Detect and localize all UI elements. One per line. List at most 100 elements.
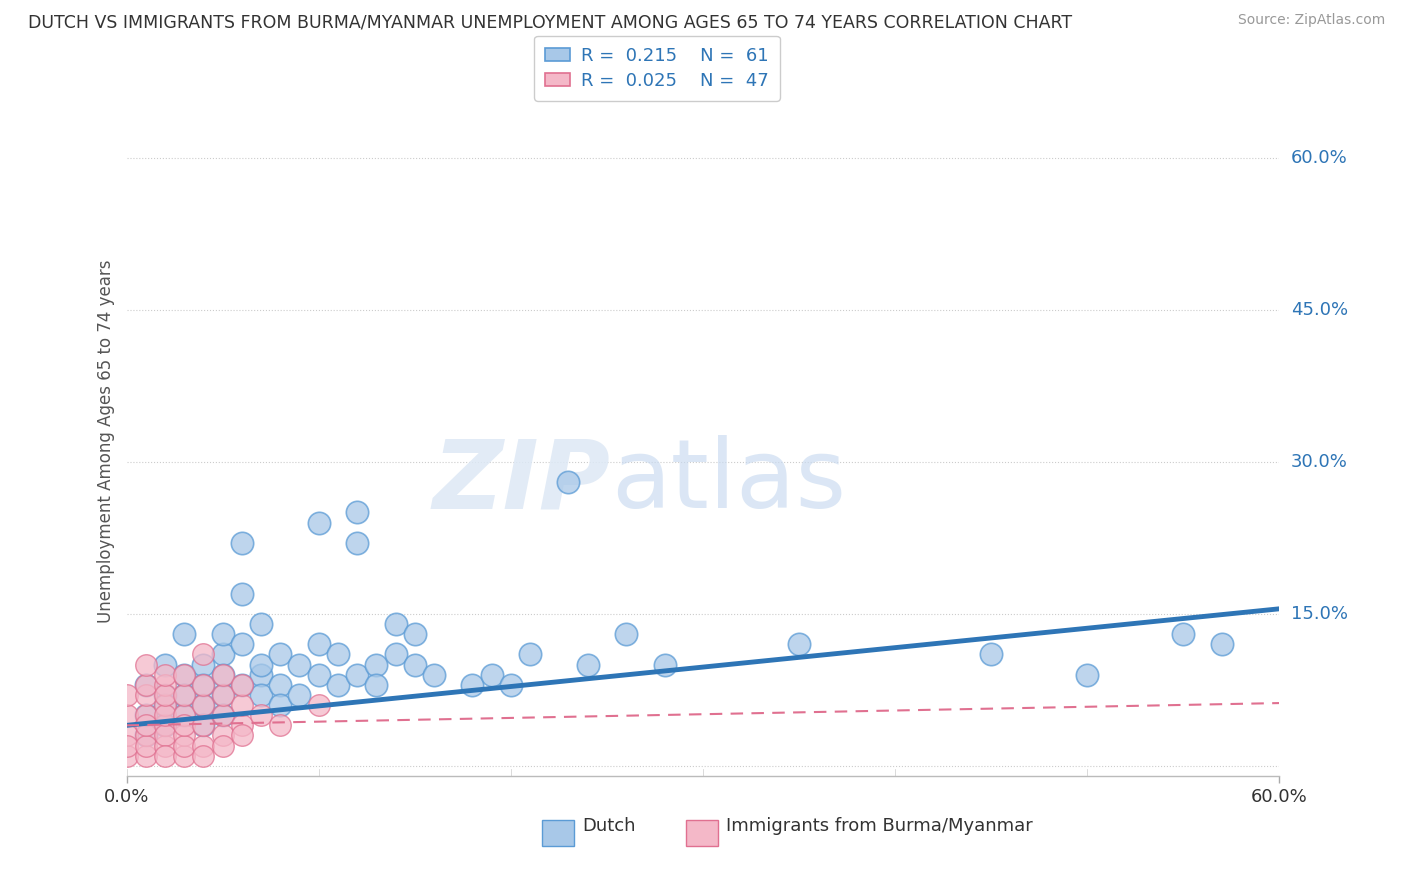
Point <box>173 729 195 743</box>
Point <box>288 688 311 702</box>
Text: 30.0%: 30.0% <box>1291 453 1347 471</box>
Point <box>193 739 215 753</box>
Point <box>326 678 349 692</box>
Point <box>193 718 215 732</box>
Point <box>153 657 176 672</box>
Point <box>366 657 388 672</box>
Point <box>153 698 176 712</box>
Point <box>115 748 138 763</box>
Point <box>173 718 195 732</box>
Y-axis label: Unemployment Among Ages 65 to 74 years: Unemployment Among Ages 65 to 74 years <box>97 260 115 624</box>
Point <box>231 678 253 692</box>
Point <box>153 698 176 712</box>
Text: atlas: atlas <box>610 435 846 528</box>
Point <box>211 648 233 662</box>
Point <box>211 688 233 702</box>
Point <box>153 688 176 702</box>
Point <box>1173 627 1195 641</box>
Point <box>173 667 195 681</box>
Point <box>346 536 368 550</box>
Point <box>135 739 157 753</box>
Point <box>404 657 426 672</box>
Point <box>115 688 138 702</box>
Point <box>173 688 195 702</box>
Point <box>173 688 195 702</box>
Text: Source: ZipAtlas.com: Source: ZipAtlas.com <box>1237 13 1385 28</box>
Point <box>193 648 215 662</box>
Point <box>423 667 446 681</box>
Point <box>193 718 215 732</box>
Point <box>231 637 253 651</box>
Legend: R =  0.215    N =  61, R =  0.025    N =  47: R = 0.215 N = 61, R = 0.025 N = 47 <box>534 36 780 101</box>
Point <box>173 708 195 723</box>
FancyBboxPatch shape <box>541 820 574 847</box>
Point <box>557 475 579 489</box>
Point <box>519 648 541 662</box>
Text: ZIP: ZIP <box>433 435 610 528</box>
Point <box>135 708 157 723</box>
Point <box>193 698 215 712</box>
Point <box>231 586 253 600</box>
Point <box>211 667 233 681</box>
Point <box>115 708 138 723</box>
Point <box>135 678 157 692</box>
Point <box>250 688 273 702</box>
Point <box>614 627 637 641</box>
Point <box>250 617 273 632</box>
Point <box>211 667 233 681</box>
Point <box>384 648 406 662</box>
Point <box>308 667 330 681</box>
Point <box>269 698 291 712</box>
Point <box>231 678 253 692</box>
Point <box>135 729 157 743</box>
Point <box>135 678 157 692</box>
Point <box>153 667 176 681</box>
Point <box>153 739 176 753</box>
Point <box>269 648 291 662</box>
Point <box>173 667 195 681</box>
Point <box>1076 667 1098 681</box>
Point <box>115 729 138 743</box>
Text: 45.0%: 45.0% <box>1291 301 1348 318</box>
Point <box>250 667 273 681</box>
Point <box>250 657 273 672</box>
Point <box>384 617 406 632</box>
Point <box>787 637 810 651</box>
Point <box>288 657 311 672</box>
Point <box>654 657 676 672</box>
Point <box>135 688 157 702</box>
Point <box>115 739 138 753</box>
FancyBboxPatch shape <box>686 820 718 847</box>
Point <box>231 718 253 732</box>
Point <box>193 678 215 692</box>
Point <box>231 698 253 712</box>
Point <box>135 657 157 672</box>
Point <box>461 678 484 692</box>
Point <box>211 729 233 743</box>
Point <box>135 729 157 743</box>
Point <box>980 648 1002 662</box>
Point <box>153 708 176 723</box>
Text: Dutch: Dutch <box>582 817 636 835</box>
Point <box>193 698 215 712</box>
Point <box>153 748 176 763</box>
Point <box>231 729 253 743</box>
Text: Immigrants from Burma/Myanmar: Immigrants from Burma/Myanmar <box>725 817 1033 835</box>
Point <box>1211 637 1233 651</box>
Point <box>153 718 176 732</box>
Point <box>250 708 273 723</box>
Point <box>231 536 253 550</box>
Point <box>153 729 176 743</box>
Point <box>135 708 157 723</box>
Point <box>326 648 349 662</box>
Text: DUTCH VS IMMIGRANTS FROM BURMA/MYANMAR UNEMPLOYMENT AMONG AGES 65 TO 74 YEARS CO: DUTCH VS IMMIGRANTS FROM BURMA/MYANMAR U… <box>28 13 1073 31</box>
Point <box>366 678 388 692</box>
Point <box>193 748 215 763</box>
Point <box>308 637 330 651</box>
Point <box>499 678 522 692</box>
Point <box>346 506 368 520</box>
Point <box>173 708 195 723</box>
Point <box>135 748 157 763</box>
Point <box>173 739 195 753</box>
Point <box>153 688 176 702</box>
